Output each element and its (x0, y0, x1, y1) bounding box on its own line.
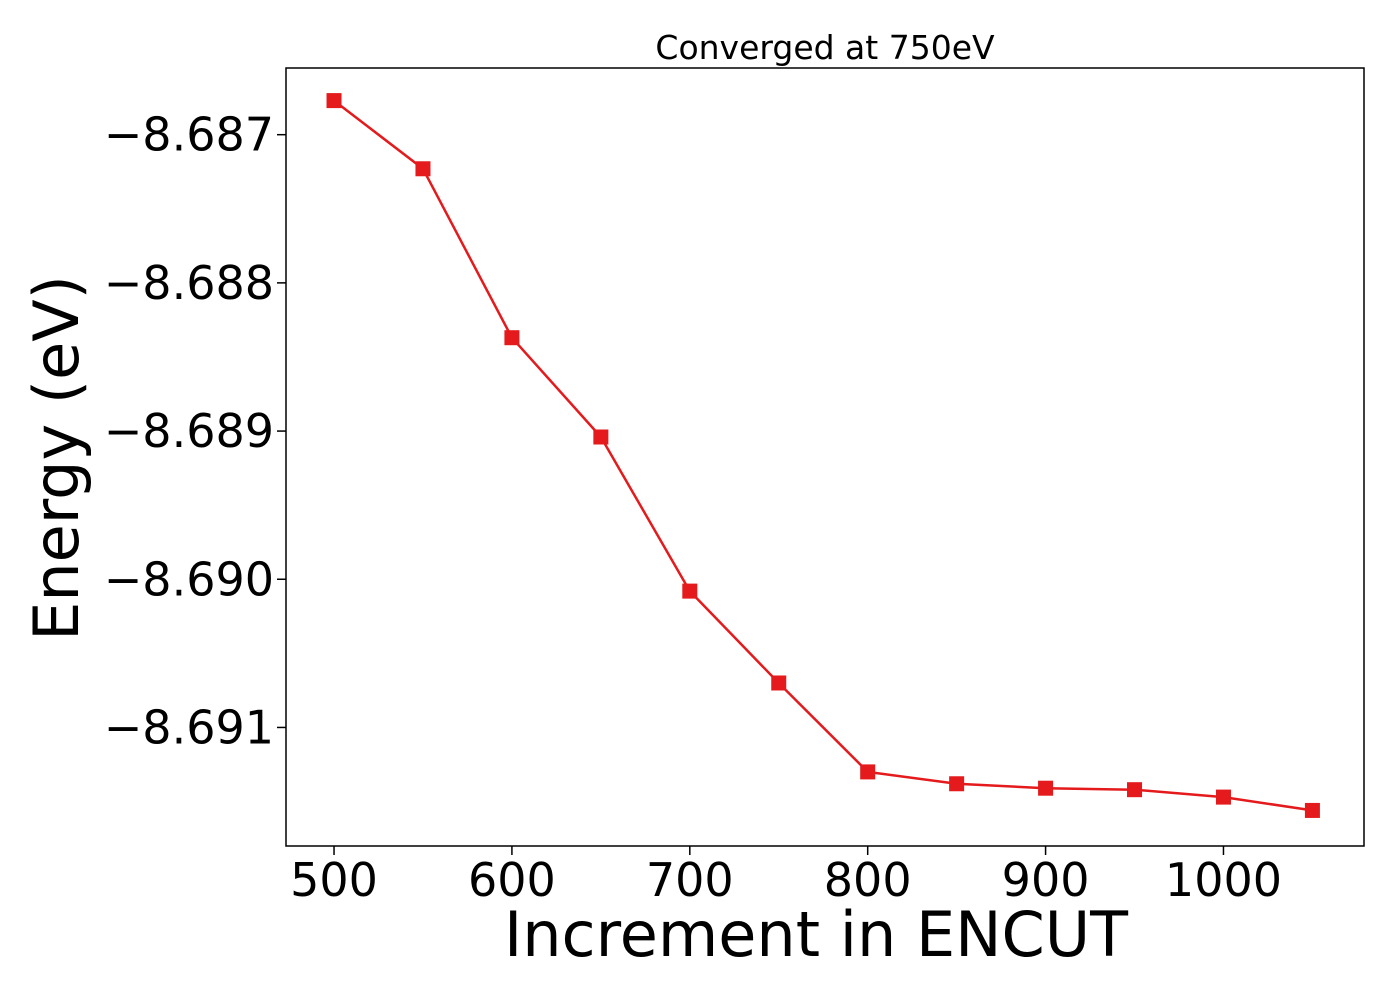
plot-area-frame (285, 67, 1365, 847)
y-axis-ticks: −8.687 −8.688 −8.689 −8.690 −8.691 (104, 108, 286, 754)
series-line (333, 99, 1313, 812)
data-point-marker (1215, 789, 1231, 805)
x-tick-label: 700 (646, 853, 734, 907)
data-point-marker (1127, 782, 1143, 798)
data-point-marker (415, 161, 431, 177)
y-tick-label: −8.689 (104, 404, 274, 458)
data-point-marker (860, 764, 876, 780)
data-point-marker (504, 330, 520, 346)
y-tick-label: −8.687 (104, 108, 274, 162)
y-axis-label: Energy (eV) (20, 275, 93, 641)
x-tick-label: 1000 (1165, 853, 1282, 907)
data-point-marker (593, 429, 609, 445)
y-tick-label: −8.690 (104, 552, 274, 606)
chart-title: Converged at 750eV (655, 28, 995, 67)
data-point-marker (1304, 802, 1320, 818)
x-tick-label: 600 (468, 853, 556, 907)
x-axis-ticks: 500 600 700 800 900 1000 (290, 846, 1282, 907)
data-point-marker (326, 93, 342, 109)
x-axis-label: Increment in ENCUT (504, 898, 1129, 971)
data-point-marker (682, 583, 698, 599)
x-tick-label: 800 (824, 853, 912, 907)
data-point-marker (949, 776, 965, 792)
data-point-marker (771, 675, 787, 691)
data-point-marker (1038, 780, 1054, 796)
y-tick-label: −8.691 (104, 700, 274, 754)
x-tick-label: 500 (290, 853, 378, 907)
y-tick-label: −8.688 (104, 256, 274, 310)
x-tick-label: 900 (1002, 853, 1090, 907)
series-layer (326, 93, 1320, 818)
